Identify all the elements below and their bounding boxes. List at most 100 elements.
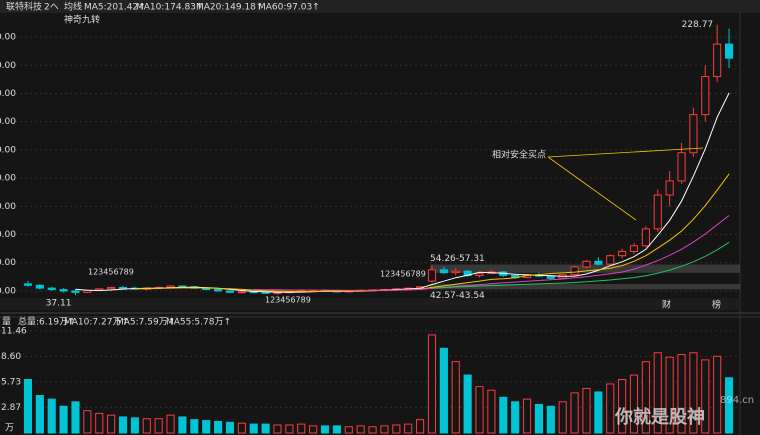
volume-bar <box>249 423 258 434</box>
candle-body <box>653 194 662 230</box>
y-tick-label: 200.00 <box>0 61 16 71</box>
ma-line <box>75 92 730 293</box>
indicator[interactable]: 均线 <box>64 1 82 13</box>
watermark: 你就是股神 <box>614 406 705 428</box>
volume-bar <box>618 379 627 434</box>
y-tick-label: 11.46 <box>1 326 27 336</box>
candle-body <box>629 245 639 252</box>
y-tick-label: 40.00 <box>0 286 16 296</box>
volume-bar <box>261 423 270 434</box>
mode[interactable]: 2ヘ <box>44 3 59 13</box>
watermark-url: 894.cn <box>720 395 754 406</box>
volume-bar <box>534 403 543 434</box>
volume-bar <box>392 424 401 434</box>
volume-bar <box>285 424 294 434</box>
volume-bar <box>214 420 223 434</box>
candle-body <box>665 180 674 196</box>
volume-bar <box>83 410 92 434</box>
candle-body <box>427 269 437 282</box>
candle-body <box>594 260 603 265</box>
candle-body <box>118 286 128 289</box>
y-tick-label: 60.00 <box>0 258 16 268</box>
volume-bar <box>344 426 353 434</box>
volume-bar <box>380 425 389 434</box>
volume-bar <box>23 379 33 434</box>
nine-turn-sequence: 123456789 <box>88 268 134 277</box>
ma-line <box>253 215 730 291</box>
stock-name[interactable]: 联特科技 <box>6 1 42 13</box>
candle-body <box>546 275 555 279</box>
volume-bar <box>237 422 246 434</box>
volume-bar <box>475 386 484 434</box>
volume-bar <box>558 401 567 434</box>
candle-body <box>689 114 698 154</box>
candle-body <box>713 43 722 78</box>
volume-bar <box>320 425 330 434</box>
candle-body <box>178 285 187 288</box>
volume-bar <box>297 423 306 434</box>
candle-body <box>606 255 615 265</box>
buy-point-note: 相对安全买点 <box>492 149 546 161</box>
volume-bar <box>154 418 163 434</box>
volume-bar <box>499 396 508 434</box>
volume-bar <box>570 392 579 434</box>
support-zone <box>430 264 740 273</box>
candle-body <box>214 289 223 292</box>
event-marker: 榜 <box>712 299 721 311</box>
candle-body <box>59 289 68 292</box>
volume-bar <box>107 414 116 434</box>
volume-bar <box>665 356 674 434</box>
candle-body <box>451 270 460 274</box>
volume-bar <box>451 361 460 434</box>
volume-bar <box>606 383 615 434</box>
event-marker: 财 <box>662 299 671 311</box>
volume-bar <box>332 425 341 434</box>
y-tick-label: 2.87 <box>1 403 21 413</box>
candle-body <box>701 76 710 116</box>
volume-bar <box>225 421 235 434</box>
volume-bar <box>273 424 282 434</box>
volume-bar <box>404 423 413 434</box>
volume-bar <box>95 412 104 434</box>
legend-entry: MA10:174.83↑ <box>136 3 203 13</box>
zone-label: 54.26-57.31 <box>430 254 485 264</box>
volume-bar <box>582 387 591 434</box>
candle-body <box>237 291 246 294</box>
volume-bar <box>463 374 472 434</box>
y-tick-label: 180.00 <box>0 89 16 99</box>
price-label: 37.11 <box>46 299 72 309</box>
y-tick-label: 8.60 <box>1 352 21 362</box>
price-label: 228.77 <box>682 20 714 30</box>
buy-point-arrow <box>547 147 704 221</box>
ma-line <box>134 173 730 292</box>
volume-bar <box>416 419 425 434</box>
volume-bar <box>166 414 175 434</box>
candle-body <box>107 286 116 290</box>
candle-body <box>641 228 650 247</box>
volume-bar <box>546 405 555 434</box>
volume-bar <box>677 354 686 434</box>
nine-turn-sequence: 123456789 <box>265 296 311 305</box>
volume-bar <box>35 395 44 434</box>
candle-body <box>23 283 33 286</box>
candle-body <box>47 287 56 291</box>
candle-body <box>475 272 484 276</box>
y-tick-label: 100.00 <box>0 202 16 212</box>
candle-body <box>582 260 591 268</box>
volume-bar <box>59 405 68 434</box>
candle-body <box>35 284 44 289</box>
legend-entry: MA20:149.18↑ <box>196 3 263 13</box>
candle-body <box>724 43 734 59</box>
subtitle: 神奇九转 <box>64 14 100 26</box>
ma-line <box>431 241 730 289</box>
volume-bar <box>142 418 151 434</box>
volume-bar <box>118 416 128 434</box>
candle-body <box>225 290 235 293</box>
volume-legend-entry: MA5:7.59万↑ <box>116 318 175 328</box>
y-tick-label: 140.00 <box>0 145 16 155</box>
volume-bar <box>368 426 377 434</box>
volume-bar <box>47 398 56 434</box>
nine-turn-sequence: 123456789 <box>380 270 426 279</box>
